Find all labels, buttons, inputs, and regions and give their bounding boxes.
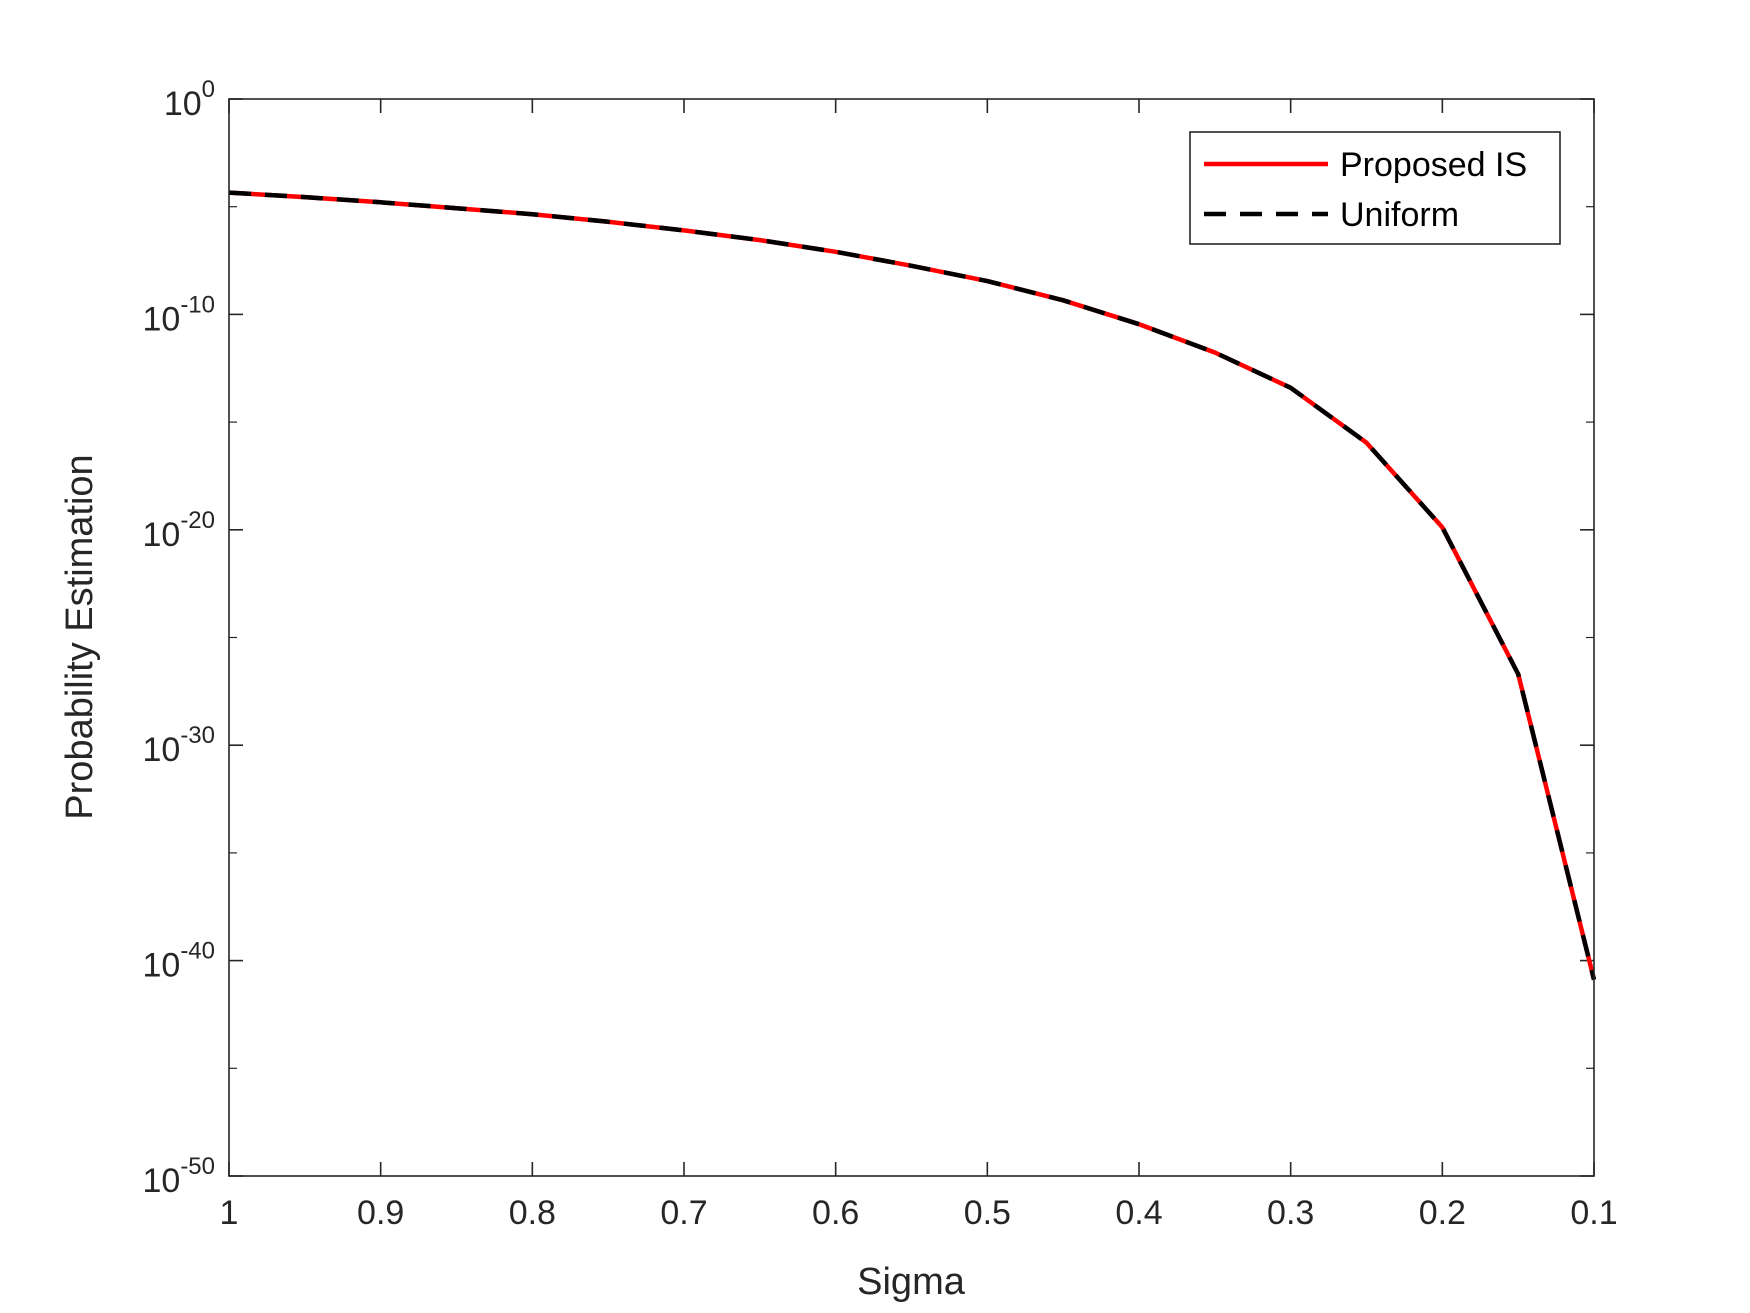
y-tick-label: 10-40 xyxy=(142,938,215,985)
x-tick-label: 0.8 xyxy=(509,1194,556,1232)
x-tick-label: 0.9 xyxy=(357,1194,404,1232)
plot-frame xyxy=(228,98,1595,1177)
x-tick-label: 0.4 xyxy=(1115,1194,1162,1232)
y-axis-title: Probability Estimation xyxy=(59,454,101,819)
x-tick-label: 0.6 xyxy=(812,1194,859,1232)
x-tick-label: 0.1 xyxy=(1570,1194,1617,1232)
y-tick-label: 10-30 xyxy=(142,722,215,769)
x-tick-labels: 1 0.9 0.8 0.7 0.6 0.5 0.4 0.3 0.2 0.1 xyxy=(220,1194,1618,1232)
legend-box xyxy=(1189,131,1561,245)
series-layer xyxy=(228,190,1597,981)
y-tick-label: 10-50 xyxy=(142,1153,215,1200)
series-line-uniform xyxy=(228,190,1597,981)
y-tick-label: 100 xyxy=(164,76,215,123)
x-tick-label: 1 xyxy=(220,1194,239,1232)
y-tick-labels: 100 10-10 10-20 10-30 10-40 10-50 xyxy=(142,76,215,1200)
legend-label-proposed-is: Proposed IS xyxy=(1340,146,1527,184)
y-tick-label: 10-10 xyxy=(142,291,215,338)
x-tick-label: 0.3 xyxy=(1267,1194,1314,1232)
x-tick-label: 0.7 xyxy=(660,1194,707,1232)
minor-ticks xyxy=(229,206,1594,1069)
x-axis-title: Sigma xyxy=(857,1261,966,1303)
legend: Proposed IS Uniform xyxy=(1189,131,1561,245)
y-tick-label: 10-20 xyxy=(142,507,215,554)
x-tick-label: 0.5 xyxy=(964,1194,1011,1232)
plot-area xyxy=(229,99,1594,1176)
legend-label-uniform: Uniform xyxy=(1340,196,1459,234)
x-tick-label: 0.2 xyxy=(1419,1194,1466,1232)
